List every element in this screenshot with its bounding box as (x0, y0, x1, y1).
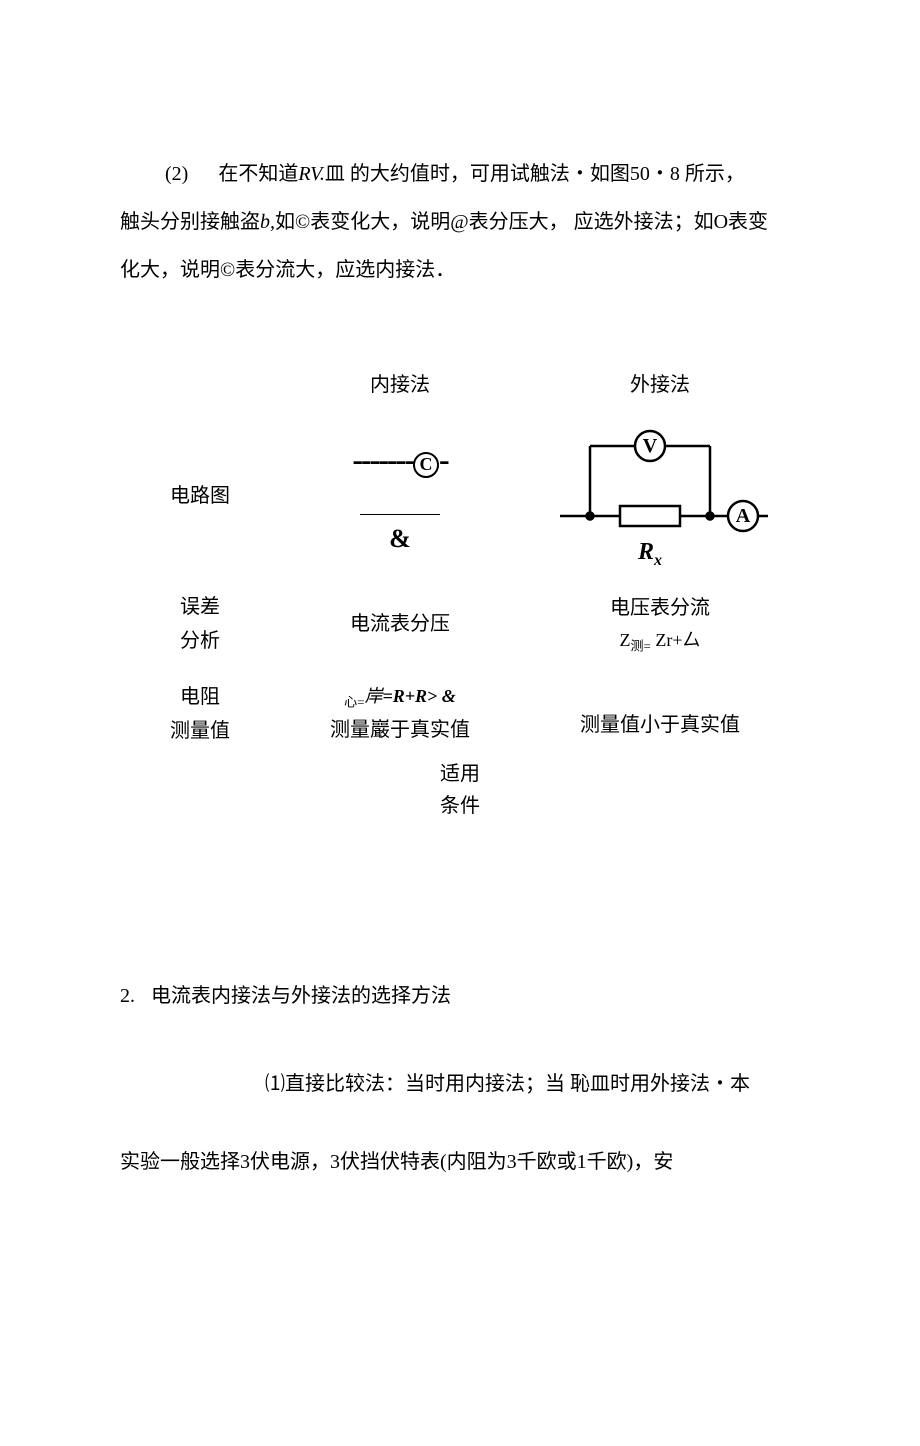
text: 实验一般选择3伏电源，3伏挡伏特表(内阻为3千欧或1千欧)，安 (120, 1151, 673, 1173)
text: 电压表分流 (610, 591, 710, 625)
item-number: (2) (165, 163, 188, 185)
header-external: 外接法 (530, 364, 790, 406)
text: 测量巖于真实值 (330, 713, 470, 747)
circuit-internal: -------C- & (270, 406, 530, 586)
resist-internal: 心=岸=R+R> & 测量巖于真实值 (270, 662, 530, 752)
circuit-external: V A Rx (530, 406, 790, 586)
svg-text:A: A (736, 505, 751, 527)
dash-line: ------- (352, 441, 413, 477)
formula: 心=岸=R+R> & (344, 681, 456, 714)
error-external: 电压表分流 Z测= Zr+厶 (530, 586, 790, 662)
item-number: ⑴ (265, 1073, 285, 1095)
var-b: b, (260, 211, 275, 233)
text: 条件 (120, 790, 800, 822)
resist-external: 测量值小于真实值 (530, 662, 790, 752)
amp-symbol: & (352, 526, 447, 552)
formula: Z测= Zr+厶 (620, 625, 701, 658)
header-internal: 内接法 (270, 364, 530, 406)
text: 测量值小于真实值 (580, 708, 740, 742)
comparison-table: 内接法 外接法 电路图 -------C- & (120, 364, 800, 752)
text: 在不知道 (218, 163, 298, 185)
label-text: 测量值 (170, 714, 230, 748)
section-2: 2. 电流表内接法与外接法的选择方法 (120, 972, 800, 1020)
empty-cell (130, 364, 270, 406)
section-number: 2. (120, 985, 135, 1007)
row-label-resist: 电阻 测量值 (130, 662, 270, 752)
text: 化大，说明©表分流大，应选内接法． (120, 259, 455, 281)
label-text: 分析 (180, 624, 220, 658)
label-text: 电路图 (170, 479, 230, 513)
circuit-internal-diagram: -------C- & (352, 440, 447, 552)
below-table: 适用 条件 (120, 758, 800, 822)
text: 触头分别接触盗 (120, 211, 260, 233)
dash-line: - (439, 441, 448, 477)
row-label-error: 误差 分析 (130, 586, 270, 662)
text: 适用 (120, 758, 800, 790)
paragraph-2: (2) 在不知道RV.皿 的大约值时，可用试触法・如图50・8 所示， 触头分别… (120, 150, 800, 294)
label-text: 误差 (180, 590, 220, 624)
label-text: 电阻 (180, 680, 220, 714)
svg-text:Rx: Rx (637, 539, 662, 569)
footer-line: 实验一般选择3伏电源，3伏挡伏特表(内阻为3千欧或1千欧)，安 (120, 1138, 800, 1186)
row-label-circuit: 电路图 (130, 406, 270, 586)
text: 皿 的大约值时，可用试触法・如图50・8 所示， (325, 163, 745, 185)
circuit-external-diagram: V A Rx (550, 421, 770, 571)
text: 直接比较法：当时用内接法；当 恥皿时用外接法・本 (285, 1073, 750, 1095)
document-page: (2) 在不知道RV.皿 的大约值时，可用试触法・如图50・8 所示， 触头分别… (0, 0, 920, 1446)
section-title: 电流表内接法与外接法的选择方法 (151, 985, 451, 1007)
var-rv: RV. (298, 163, 325, 185)
svg-text:V: V (643, 435, 658, 457)
meter-c-icon: C (413, 452, 439, 478)
underline (360, 514, 440, 520)
subsection-1: ⑴直接比较法：当时用内接法；当 恥皿时用外接法・本 (120, 1060, 800, 1108)
text: 电流表分压 (350, 607, 450, 641)
error-internal: 电流表分压 (270, 586, 530, 662)
text: 如©表变化大，说明@表分压大， 应选外接法；如O表变 (275, 211, 768, 233)
